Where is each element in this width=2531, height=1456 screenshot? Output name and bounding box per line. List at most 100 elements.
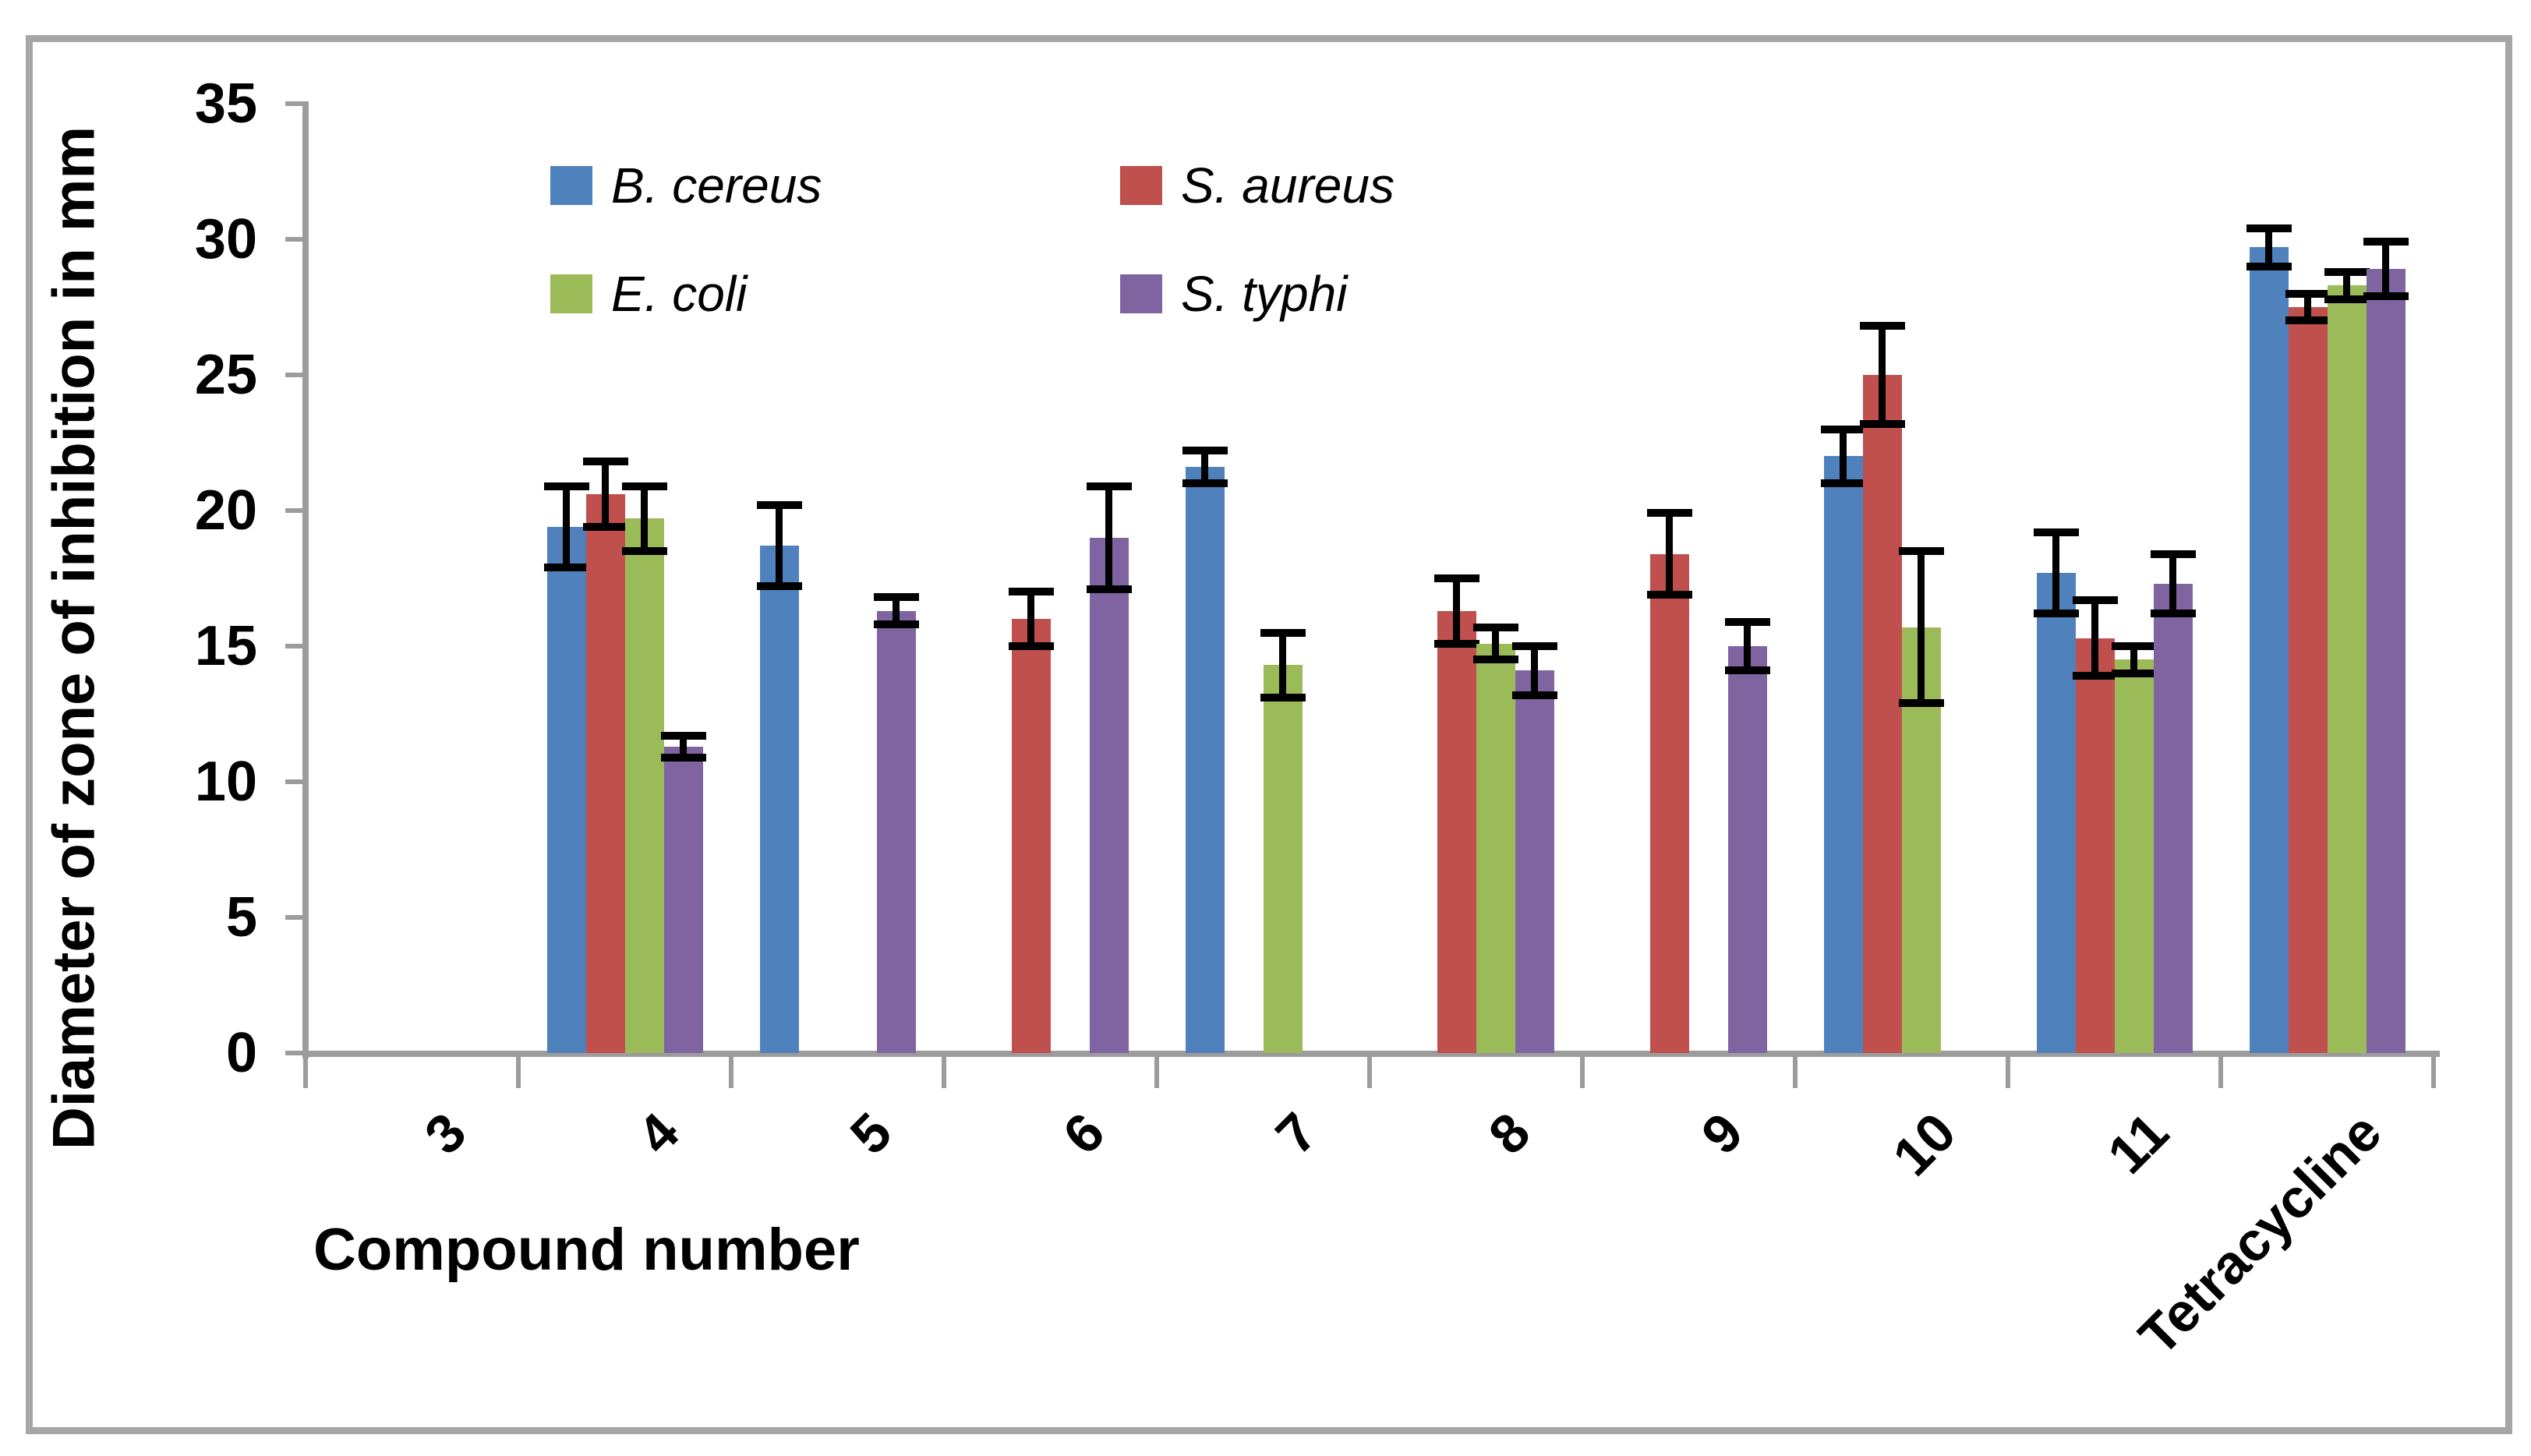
x-axis-line [302,1051,2440,1057]
error-bar-cap [2072,595,2118,604]
error-bar-cap [1859,419,1905,428]
error-bar-cap [1472,623,1518,631]
bar-b-cereus-11 [2036,573,2076,1053]
error-bar-cap [2285,316,2331,325]
legend-item-e-coli: E. coli [550,266,748,322]
error-bar-cap [2246,224,2292,233]
error-bar-line [2265,228,2272,267]
y-tick-label: 10 [194,751,257,813]
error-bar-cap [1182,447,1228,455]
y-tick-label: 20 [194,479,257,542]
legend-label-b-cereus: B. cereus [611,157,822,214]
error-bar-line [2304,293,2311,321]
error-bar-cap [543,482,589,490]
error-bar-cap [1859,322,1905,330]
error-bar-cap [582,522,628,531]
bar-s-typhi-11 [2153,583,2193,1053]
bar-s-typhi-4 [663,746,703,1053]
y-tick-label: 30 [194,208,257,270]
error-bar-cap [1433,574,1479,582]
x-tick [1154,1057,1159,1088]
x-tick [942,1057,946,1088]
y-tick [285,1051,306,1055]
error-bar-line [1279,632,1286,698]
error-bar-line [1201,451,1208,484]
error-bar-line [2130,646,2137,673]
bar-s-aureus-8 [1437,610,1476,1053]
bar-e-coli-8 [1476,643,1515,1053]
error-bar-cap [1086,585,1132,593]
x-tick [2006,1057,2010,1088]
error-bar-cap [1008,642,1054,650]
bar-b-cereus-4 [546,526,586,1053]
error-bar-line [2091,599,2098,677]
x-tick [303,1057,308,1088]
error-bar-line [641,486,648,552]
y-tick-label: 0 [225,1022,257,1084]
error-bar-line [1744,621,1751,671]
error-bar-cap [2363,238,2409,246]
error-bar-line [1840,429,1847,484]
legend-swatch-s-typhi [1120,274,1162,313]
error-bar-cap [2324,267,2370,276]
x-axis-title: Compound number [313,1217,860,1283]
error-bar-cap [660,753,706,762]
y-tick [285,915,306,920]
x-tick [2431,1057,2436,1088]
error-bar-cap [2111,642,2157,650]
error-bar-cap [873,620,919,629]
error-bar-cap [2324,295,2370,303]
bar-b-cereus-5 [759,546,799,1053]
bar-b-cereus-7 [1185,467,1225,1053]
error-bar-cap [1086,482,1132,490]
legend-label-e-coli: E. coli [611,266,748,322]
y-tick [285,508,306,513]
bar-s-typhi-8 [1515,670,1554,1053]
legend-swatch-b-cereus [550,166,592,205]
legend-swatch-e-coli [550,274,592,313]
error-bar-cap [2111,669,2157,677]
bar-s-aureus-tetracycline [2288,307,2328,1053]
error-bar-cap [2246,262,2292,270]
error-bar-line [1105,486,1112,589]
error-bar-cap [543,564,589,572]
y-tick-label: 25 [194,344,257,406]
y-tick-label: 5 [225,886,257,949]
x-tick [729,1057,733,1088]
legend-item-b-cereus: B. cereus [550,157,822,214]
error-bar-cap [2072,672,2118,680]
error-bar-cap [1260,694,1306,702]
error-bar-cap [1472,656,1518,664]
y-tick [285,237,306,242]
error-bar-cap [1898,547,1944,556]
bar-e-coli-tetracycline [2327,285,2367,1053]
y-tick-label: 15 [194,615,257,677]
error-bar-cap [2285,289,2331,298]
error-bar-cap [1433,639,1479,648]
error-bar-line [1531,646,1538,695]
y-tick [285,779,306,784]
error-bar-line [602,461,609,527]
error-bar-line [680,735,687,758]
error-bar-line [2169,553,2176,614]
bar-s-aureus-10 [1862,375,1902,1053]
legend-item-s-aureus: S. aureus [1120,161,1395,210]
legend-swatch-s-aureus [1120,166,1162,205]
error-bar-line [893,597,900,625]
error-bar-cap [1646,509,1692,518]
bar-e-coli-4 [624,518,664,1053]
bar-s-typhi-6 [1089,537,1129,1053]
y-tick [285,644,306,648]
x-tick [1367,1057,1372,1088]
y-axis-line [302,101,309,1058]
error-bar-cap [756,582,802,591]
error-bar-line [1453,578,1460,644]
error-bar-line [1918,551,1925,704]
bar-s-typhi-9 [1727,646,1767,1053]
x-tick [516,1057,521,1088]
bar-s-typhi-tetracycline [2366,269,2406,1053]
error-bar-cap [621,482,667,490]
error-bar-cap [1511,642,1557,650]
bar-s-typhi-5 [876,610,916,1053]
